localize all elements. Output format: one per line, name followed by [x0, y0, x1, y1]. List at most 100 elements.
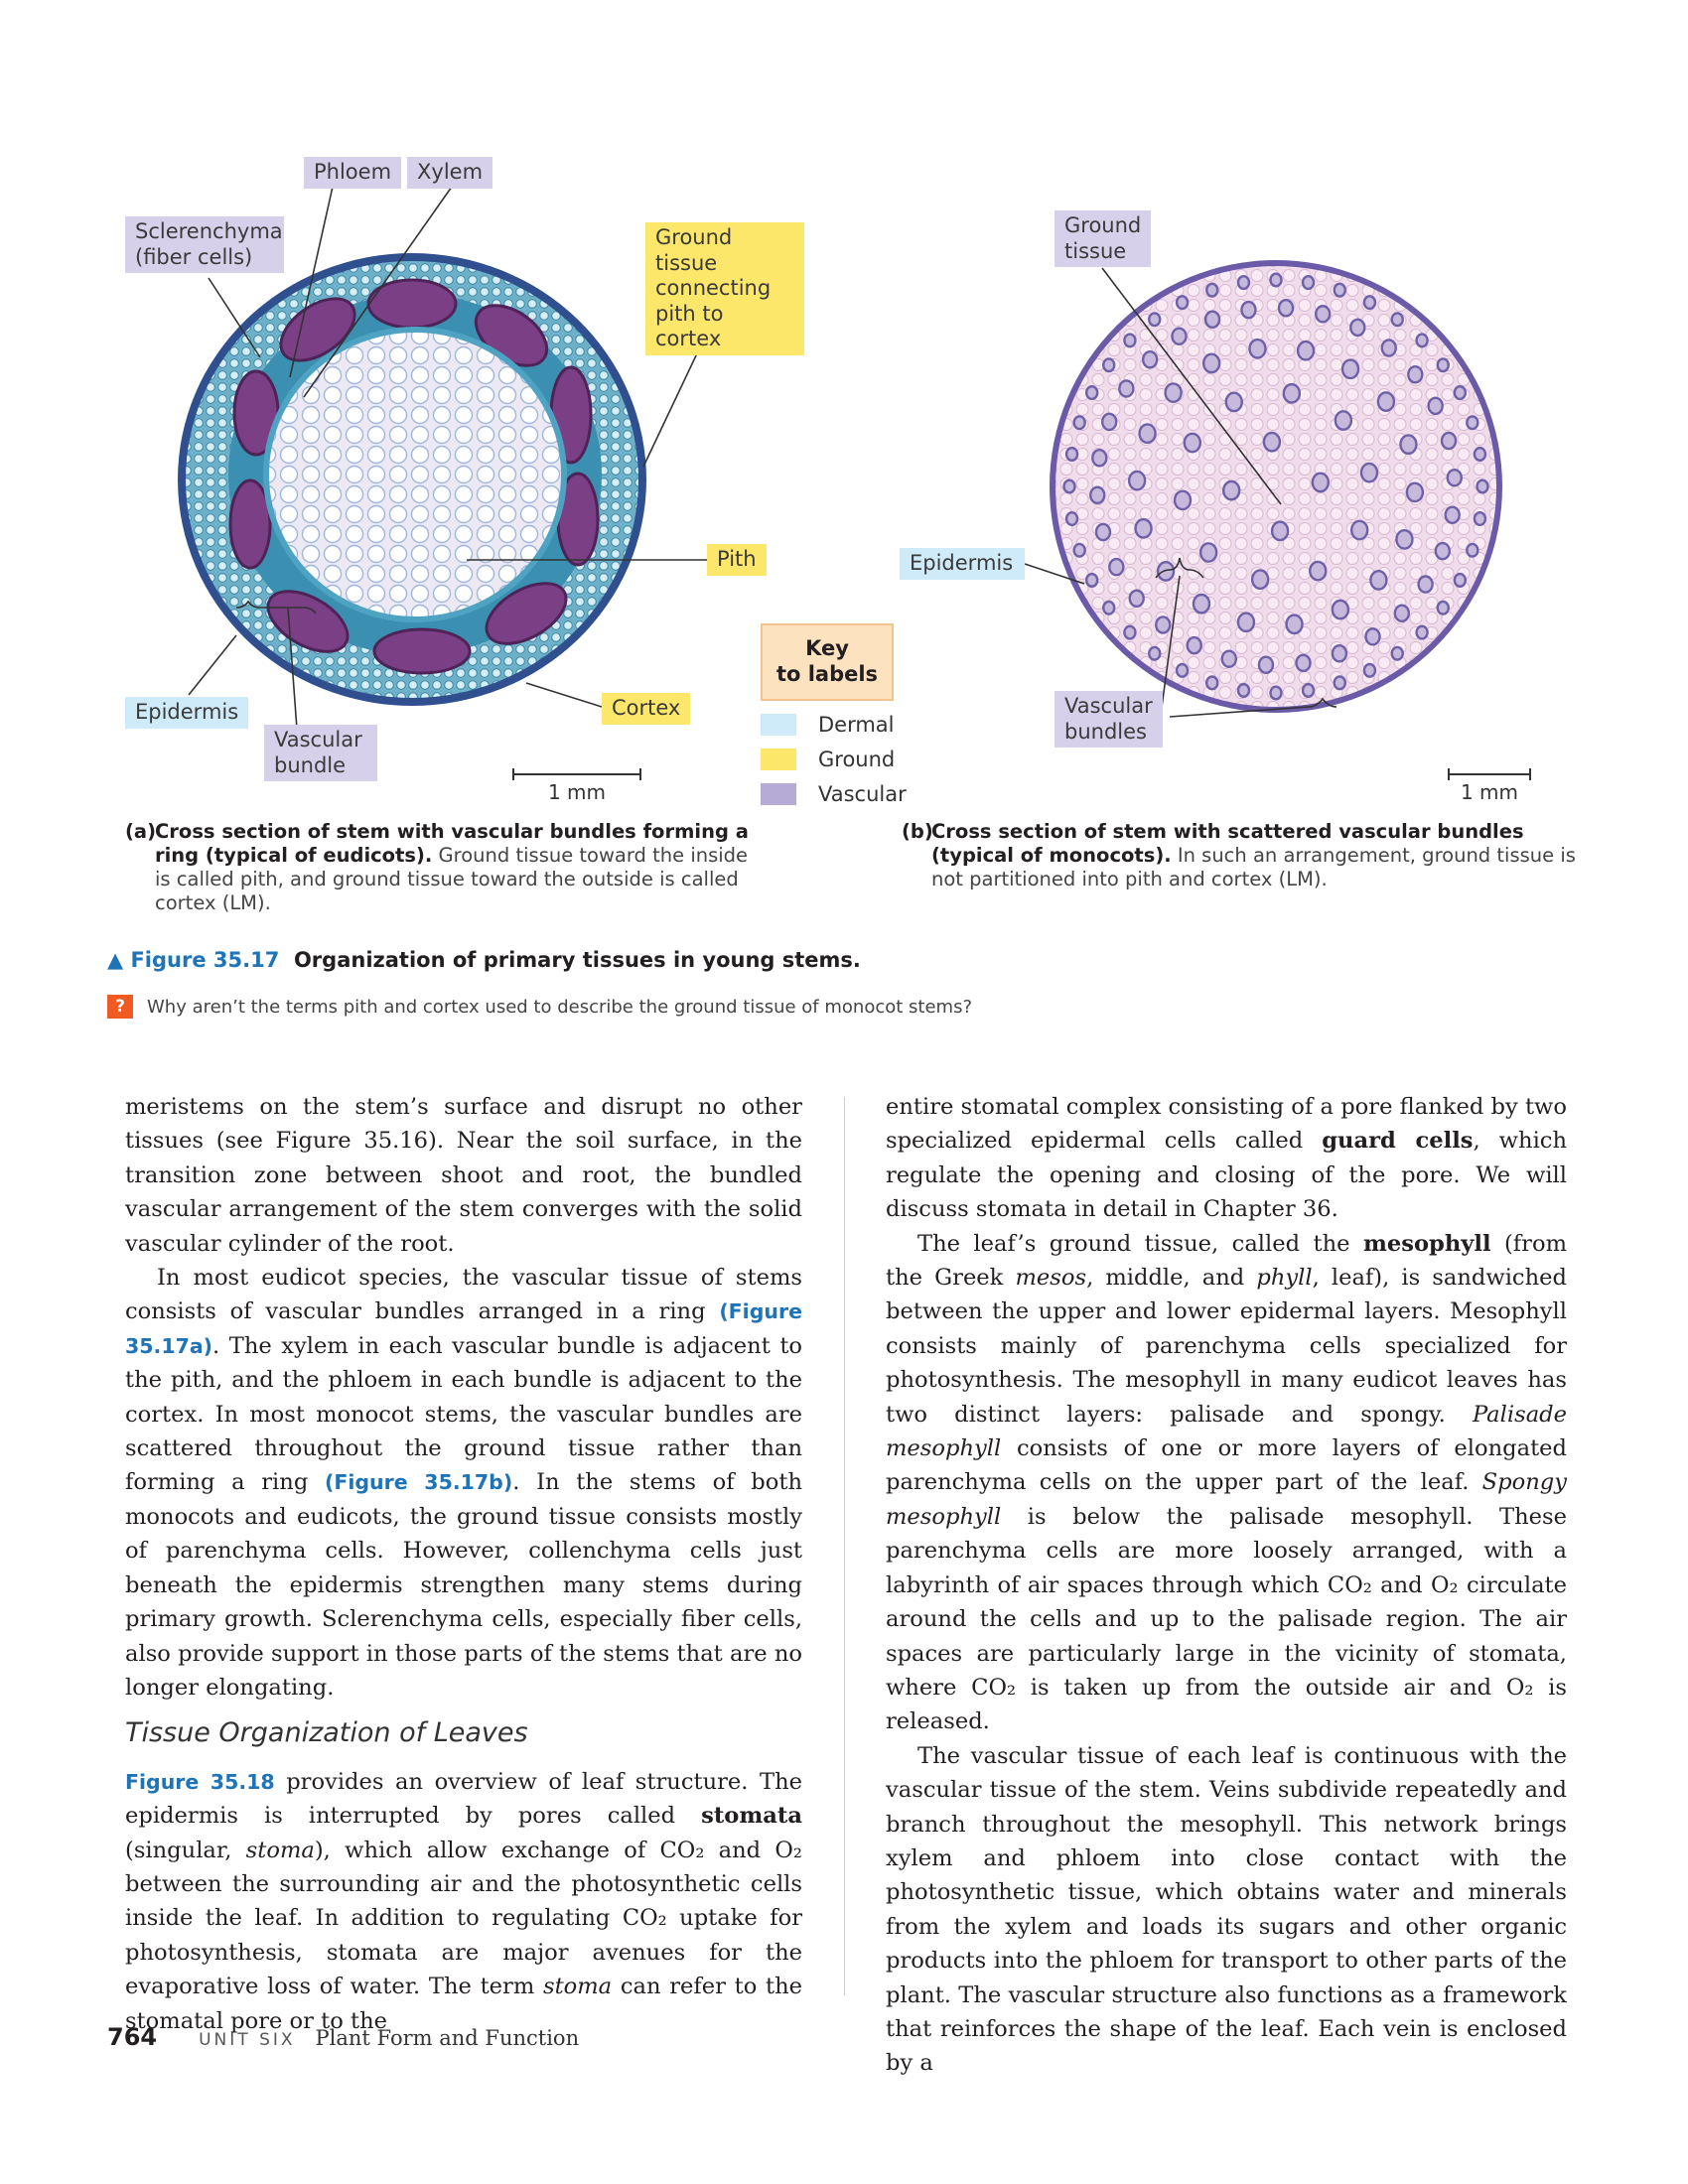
- caption-a-text: Ground tissue toward the inside is calle…: [155, 844, 749, 914]
- vascular-bundle-dot: [1205, 282, 1219, 298]
- vascular-bundle-dot: [1390, 645, 1404, 661]
- vascular-bundle-dot: [1250, 569, 1270, 591]
- label-vascular-bundles: Vascular bundles: [1055, 691, 1163, 749]
- vascular-bundle-dot: [1395, 528, 1414, 550]
- page-footer: 764 UNIT SIX Plant Form and Function: [107, 2023, 579, 2051]
- vascular-bundle-dot: [1440, 431, 1458, 451]
- label-sclerenchyma: Sclerenchyma (fiber cells): [125, 216, 284, 274]
- vascular-bundle-dot: [1240, 300, 1257, 320]
- figure-ref-35-17a[interactable]: (Figure 35.17a): [125, 1299, 802, 1358]
- vascular-bundle-dot: [1236, 612, 1256, 633]
- scale-bar-b: 1 mm: [1448, 768, 1531, 804]
- vascular-bundle-dot: [1220, 649, 1238, 668]
- label-phloem: Phloem: [304, 157, 402, 189]
- vascular-bundle-dot: [1123, 624, 1137, 640]
- figure-title-line: ▲ Figure 35.17 Organization of primary t…: [107, 948, 861, 972]
- vascular-bundle-dot: [1285, 614, 1304, 635]
- vascular-bundle-dot: [1369, 570, 1388, 591]
- vascular-bundle-dot: [1415, 624, 1429, 640]
- vascular-bundle-dot: [1295, 653, 1312, 673]
- vascular-bundle-dot: [1173, 489, 1193, 511]
- vascular-bundle-dot: [1148, 645, 1162, 661]
- vascular-bundle-dot: [1446, 468, 1463, 487]
- vascular-bundle-dot: [1277, 299, 1295, 318]
- vascular-bundle-dot: [1102, 357, 1116, 373]
- vascular-bundle-dot: [1262, 431, 1282, 453]
- vascular-bundle-dot: [1407, 364, 1424, 384]
- right-paragraph-1: entire stomatal complex consisting of a …: [886, 1094, 1567, 1223]
- figure-ref-35-18[interactable]: Figure 35.18: [125, 1769, 275, 1794]
- vascular-bundle-dot: [1301, 275, 1316, 291]
- vascular-bundle-dot: [1108, 557, 1125, 577]
- vascular-bundle-dot: [1376, 391, 1396, 412]
- label-epidermis-a: Epidermis: [125, 697, 248, 729]
- vascular-bundle-dot: [1311, 472, 1331, 493]
- figure-title: Organization of primary tissues in young…: [293, 948, 861, 972]
- key-label-vascular: Vascular: [818, 782, 907, 806]
- vascular-bundle-dot: [1175, 662, 1190, 678]
- vascular-bundle-dot: [1453, 385, 1468, 401]
- vascular-bundle-dot: [1434, 541, 1452, 561]
- vascular-bundle-dot: [1192, 593, 1211, 614]
- vascular-bundle-dot: [1453, 572, 1468, 588]
- vascular-bundle-dot: [1221, 479, 1241, 501]
- vascular-bundle-dot: [1236, 682, 1251, 698]
- key-label-dermal: Dermal: [818, 713, 895, 737]
- vascular-bundle-dot: [1364, 627, 1381, 646]
- label-cortex: Cortex: [602, 693, 691, 725]
- vascular-bundle-dot: [1296, 340, 1316, 361]
- key-swatch-ground: [761, 749, 796, 770]
- vascular-bundle-dot: [1064, 446, 1079, 462]
- section-heading: Tissue Organization of Leaves: [125, 1717, 528, 1749]
- unit-title: Plant Form and Function: [315, 2026, 580, 2050]
- vascular-bundle-dot: [1473, 446, 1487, 462]
- vascular-bundle-dot: [1171, 327, 1188, 345]
- vascular-bundle-dot: [1393, 604, 1411, 622]
- vascular-bundle-dot: [1094, 522, 1112, 542]
- key-to-labels: Key to labels: [761, 623, 894, 701]
- vascular-bundle-dot: [1186, 635, 1202, 655]
- vascular-bundle-dot: [1359, 462, 1379, 483]
- vascular-bundle-dot: [1072, 415, 1086, 431]
- vascular-bundle-dot: [1427, 396, 1444, 416]
- key-swatch-vascular: [761, 783, 796, 805]
- vascular-bundle-dot: [1156, 561, 1176, 582]
- key-item-vascular: Vascular: [761, 782, 907, 806]
- vascular-bundle-dot: [1466, 415, 1479, 431]
- question-text: Why aren’t the terms pith and cortex use…: [147, 996, 972, 1018]
- key-item-dermal: Dermal: [761, 713, 895, 737]
- vascular-bundle-dot: [1362, 662, 1377, 678]
- vascular-bundle-dot: [1175, 295, 1190, 311]
- figure-ref-35-17b[interactable]: (Figure 35.17b): [324, 1470, 513, 1495]
- vascular-bundle-dot: [1128, 589, 1145, 609]
- vascular-bundle-dot: [1269, 685, 1283, 701]
- vascular-bundle-dot: [1201, 352, 1221, 374]
- vascular-bundle-dot: [1100, 412, 1118, 432]
- vascular-bundle-dot: [1102, 600, 1116, 615]
- left-paragraph-1: meristems on the stem’s surface and disr…: [125, 1094, 802, 1257]
- vascular-bundle-dot: [1476, 478, 1489, 494]
- vascular-bundle-dot: [1224, 391, 1243, 413]
- right-column: entire stomatal complex consisting of a …: [886, 1090, 1567, 2081]
- vascular-bundle-dot: [1155, 615, 1172, 634]
- vascular-bundle-dot: [1072, 542, 1086, 558]
- vascular-bundle-dot: [1123, 333, 1137, 348]
- vascular-bundle-dot: [1064, 511, 1079, 527]
- vascular-bundle-dot: [1333, 675, 1346, 691]
- scale-bar-a-label: 1 mm: [547, 780, 607, 804]
- vascular-bundle-dot: [1333, 282, 1346, 298]
- vascular-bundle-dot: [1349, 318, 1366, 338]
- figure-question: ? Why aren’t the terms pith and cortex u…: [107, 995, 972, 1019]
- page-number: 764: [107, 2023, 158, 2051]
- vascular-bundle-dot: [1444, 505, 1461, 525]
- vascular-bundle-dot: [1141, 350, 1159, 369]
- vascular-bundle-dot: [1314, 305, 1332, 324]
- key-title: Key to labels: [775, 636, 879, 686]
- key-label-ground: Ground: [818, 748, 896, 771]
- unit-label: UNIT SIX: [199, 2030, 296, 2050]
- scale-bar-a: 1 mm: [512, 768, 641, 804]
- vascular-bundle-dot: [1205, 675, 1219, 691]
- vascular-bundle-dot: [1331, 599, 1350, 620]
- vascular-bundle-dot: [1380, 339, 1397, 357]
- right-paragraph-2: The leaf’s ground tissue, called the mes…: [886, 1230, 1567, 1735]
